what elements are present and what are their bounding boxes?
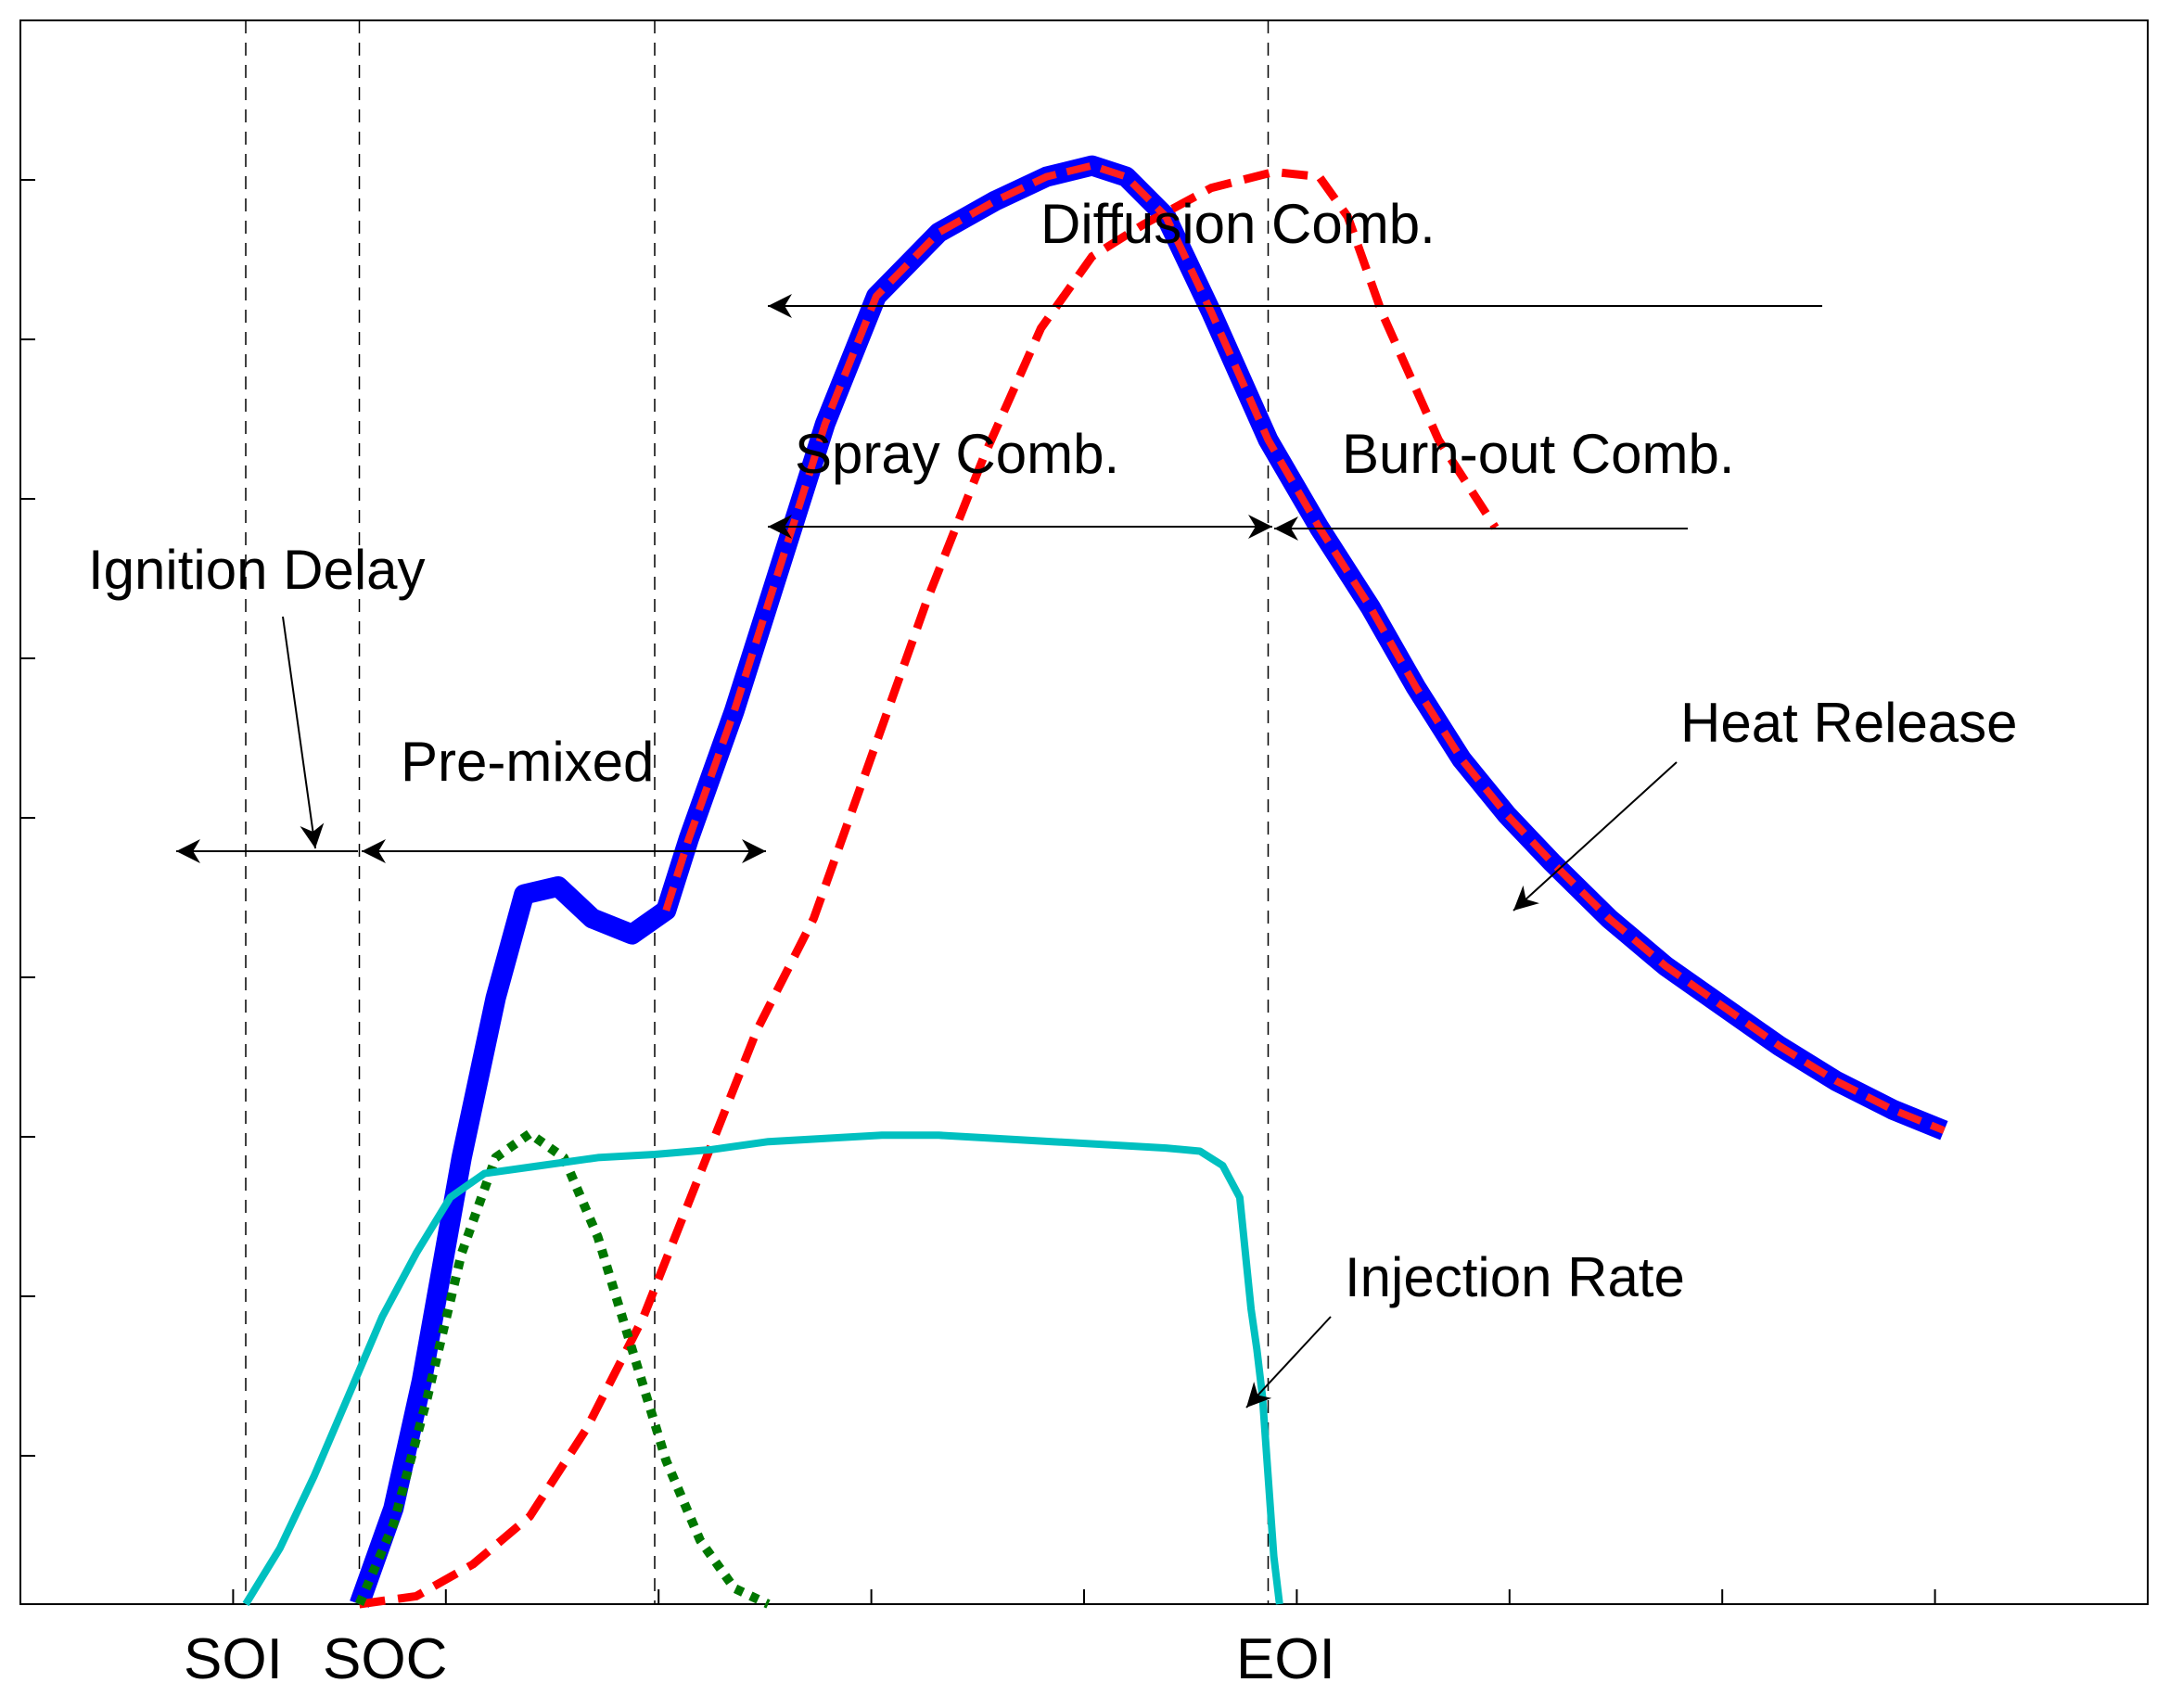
ignition-delay-label: Ignition Delay xyxy=(88,539,426,601)
phase-lines xyxy=(245,20,1270,1604)
premix-side-series xyxy=(358,167,1500,1609)
heat-release-overlay xyxy=(662,161,1946,1134)
plot-frame xyxy=(19,19,2149,1605)
injection-rate-label: Injection Rate xyxy=(1345,1246,1685,1308)
injection-rate-series xyxy=(242,1131,1283,1607)
heat-release-series xyxy=(350,155,1948,1608)
heat-release-label: Heat Release xyxy=(1680,692,2018,754)
burnout-label: Burn-out Comb. xyxy=(1342,423,1735,485)
heat-release-arrow xyxy=(1512,761,1678,911)
diffusion-label: Diffusion Comb. xyxy=(1040,193,1436,255)
injection-rate-arrow xyxy=(1245,1316,1332,1408)
soi-label: SOI xyxy=(184,1627,283,1691)
eoi-label: EOI xyxy=(1236,1627,1335,1691)
annotations: Ignition Delay Pre-mixed Diffusion Comb.… xyxy=(88,193,2018,1691)
ignition-delay-arrow xyxy=(282,616,325,849)
soc-label: SOC xyxy=(323,1627,447,1691)
axis-ticks xyxy=(19,19,2149,1604)
spray-label: Spray Comb. xyxy=(795,423,1119,485)
premix-component-series xyxy=(354,1128,771,1609)
premixed-label: Pre-mixed xyxy=(401,731,654,793)
series-group xyxy=(242,155,1948,1609)
